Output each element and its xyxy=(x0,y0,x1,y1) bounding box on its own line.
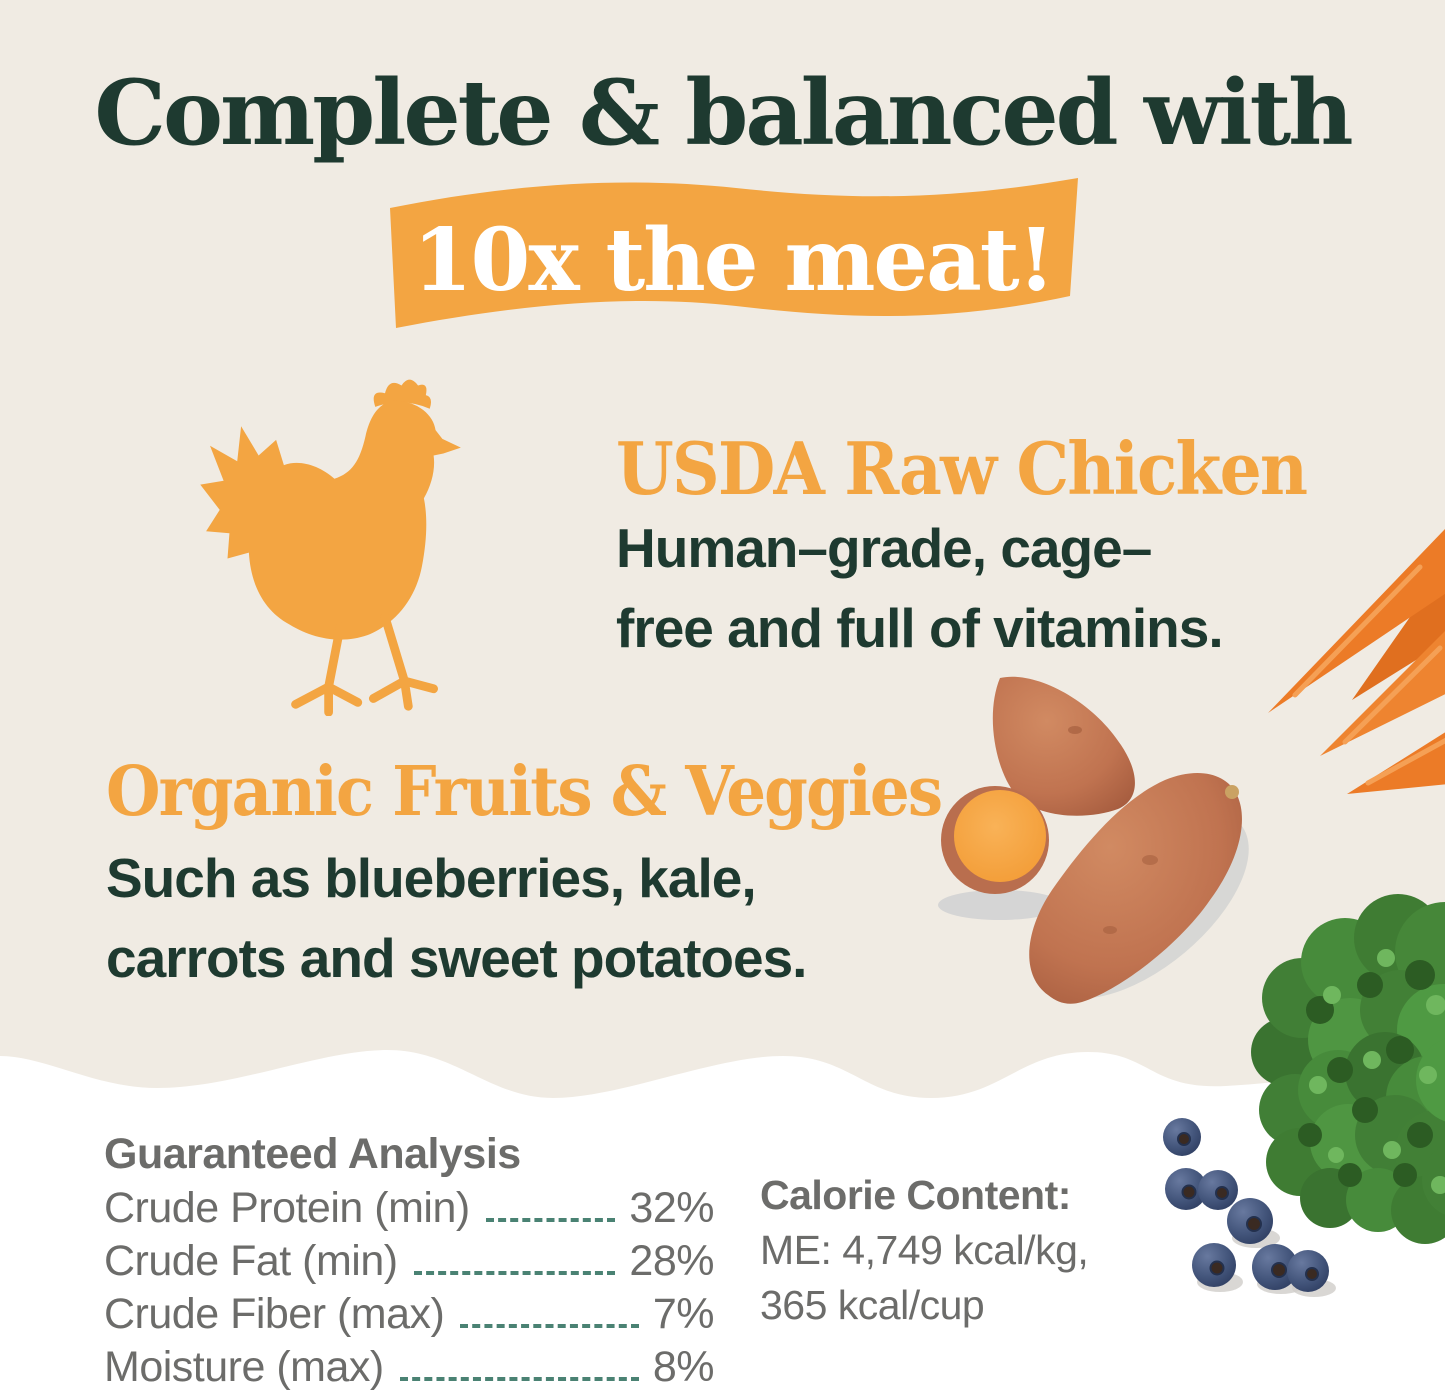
usda-body-line-1: Human–grade, cage– xyxy=(616,517,1152,579)
chicken-wattle xyxy=(419,455,433,483)
guaranteed-analysis-table: Crude Protein (min) 32% Crude Fat (min) … xyxy=(104,1184,715,1396)
dotted-leader xyxy=(485,1217,616,1222)
wave-divider xyxy=(0,1030,1445,1098)
veggies-section-body: Such as blueberries, kale, carrots and s… xyxy=(106,838,807,998)
chicken-legs xyxy=(291,612,438,716)
table-row: Crude Fat (min) 28% xyxy=(104,1237,714,1290)
guaranteed-analysis-title: Guaranteed Analysis xyxy=(104,1130,521,1178)
row-value: 28% xyxy=(629,1237,714,1285)
row-value: 7% xyxy=(652,1290,715,1338)
row-label: Crude Protein (min) xyxy=(104,1184,470,1232)
chicken-comb xyxy=(373,379,432,409)
veggies-body-line-1: Such as blueberries, kale, xyxy=(106,847,757,909)
calorie-content-title: Calorie Content: xyxy=(760,1172,1071,1218)
calorie-content-line-1: ME: 4,749 kcal/kg, xyxy=(760,1227,1089,1273)
section-title-usda-raw-chicken: USDA Raw Chicken xyxy=(616,426,1308,511)
table-row: Crude Fiber (max) 7% xyxy=(104,1290,715,1343)
banner-text: 10x the meat! xyxy=(412,209,1056,311)
chicken-silhouette-icon xyxy=(200,379,461,716)
row-label: Crude Fiber (max) xyxy=(104,1290,445,1338)
veggies-body-line-2: carrots and sweet potatoes. xyxy=(106,927,807,989)
calorie-content-block: Calorie Content: ME: 4,749 kcal/kg, 365 … xyxy=(760,1168,1089,1332)
section-title-organic-fruits-veggies: Organic Fruits & Veggies xyxy=(106,752,943,832)
chicken-body xyxy=(200,400,461,640)
row-value: 8% xyxy=(652,1343,715,1391)
table-row: Moisture (max) 8% xyxy=(104,1343,715,1396)
calorie-content-line-2: 365 kcal/cup xyxy=(760,1282,985,1328)
page-title: Complete & balanced with xyxy=(94,60,1353,166)
usda-body-line-2: free and full of vitamins. xyxy=(616,597,1224,659)
dotted-leader xyxy=(460,1323,639,1328)
table-row: Crude Protein (min) 32% xyxy=(104,1184,714,1237)
blueberries-photo xyxy=(1163,1118,1336,1297)
row-label: Moisture (max) xyxy=(104,1343,384,1391)
row-label: Crude Fat (min) xyxy=(104,1237,398,1285)
row-value: 32% xyxy=(629,1184,714,1232)
usda-section-body: Human–grade, cage– free and full of vita… xyxy=(616,508,1224,668)
dotted-leader xyxy=(413,1270,616,1275)
banner-ribbon xyxy=(390,178,1078,328)
